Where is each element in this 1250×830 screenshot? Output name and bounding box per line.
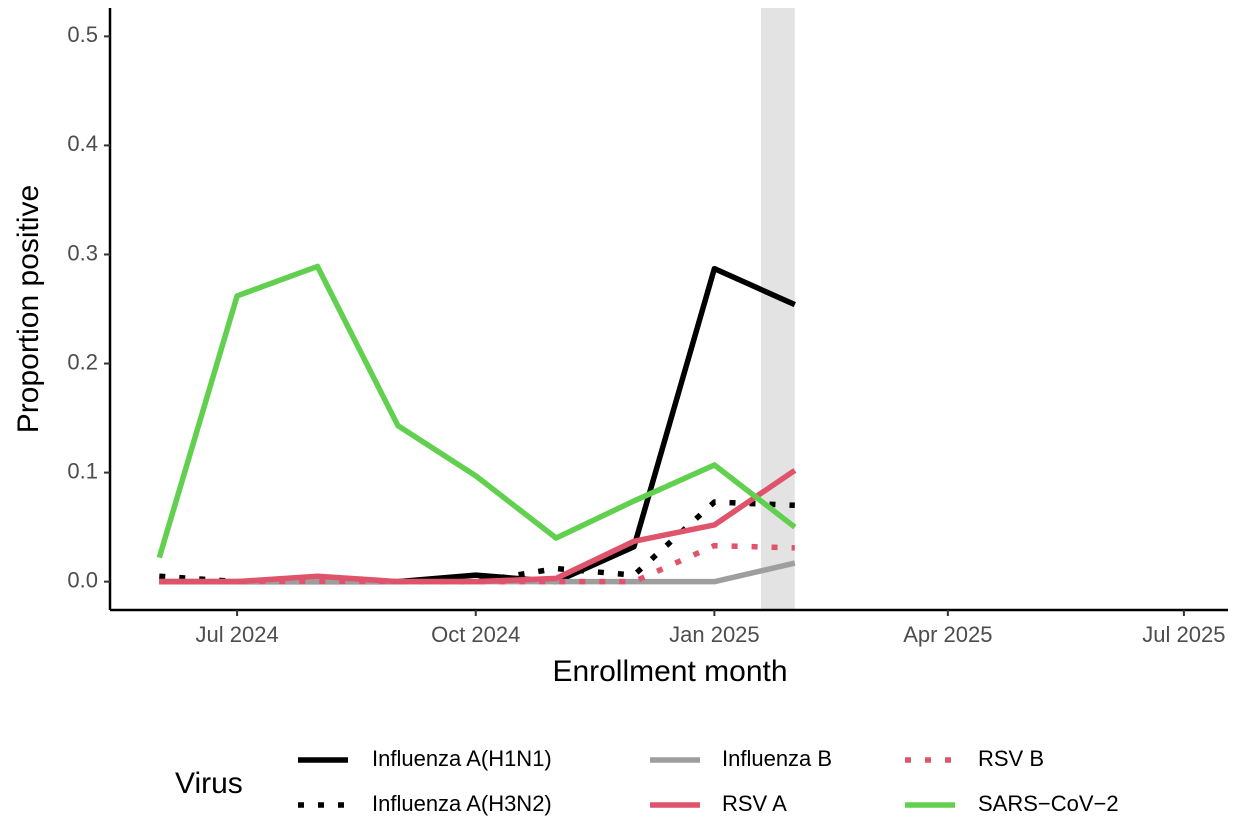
legend-label: Influenza A(H1N1): [372, 746, 552, 771]
y-tick-label: 0.3: [67, 240, 98, 265]
legend-label: SARS−CoV−2: [978, 791, 1119, 816]
y-axis-title: Proportion positive: [12, 185, 45, 433]
y-tick-label: 0.2: [67, 349, 98, 374]
x-tick-label: Jul 2025: [1142, 622, 1225, 647]
series-line: [159, 542, 795, 585]
x-tick-label: Jan 2025: [669, 622, 760, 647]
x-tick-label: Jul 2024: [196, 622, 279, 647]
legend-label: RSV B: [978, 746, 1044, 771]
y-tick-label: 0.5: [67, 22, 98, 47]
legend-title: Virus: [175, 767, 243, 800]
legend-label: Influenza A(H3N2): [372, 791, 552, 816]
x-axis-title: Enrollment month: [552, 655, 787, 688]
y-tick-label: 0.0: [67, 567, 98, 592]
y-tick-label: 0.4: [67, 131, 98, 156]
series-line: [159, 468, 797, 585]
series-line: [156, 263, 797, 559]
y-tick-label: 0.1: [67, 458, 98, 483]
x-tick-label: Apr 2025: [903, 622, 992, 647]
legend-label: Influenza B: [722, 746, 832, 771]
x-tick-label: Oct 2024: [431, 622, 520, 647]
series-line: [159, 265, 796, 585]
highlight-span: [761, 8, 795, 610]
legend-label: RSV A: [722, 791, 787, 816]
series-line: [159, 499, 795, 585]
